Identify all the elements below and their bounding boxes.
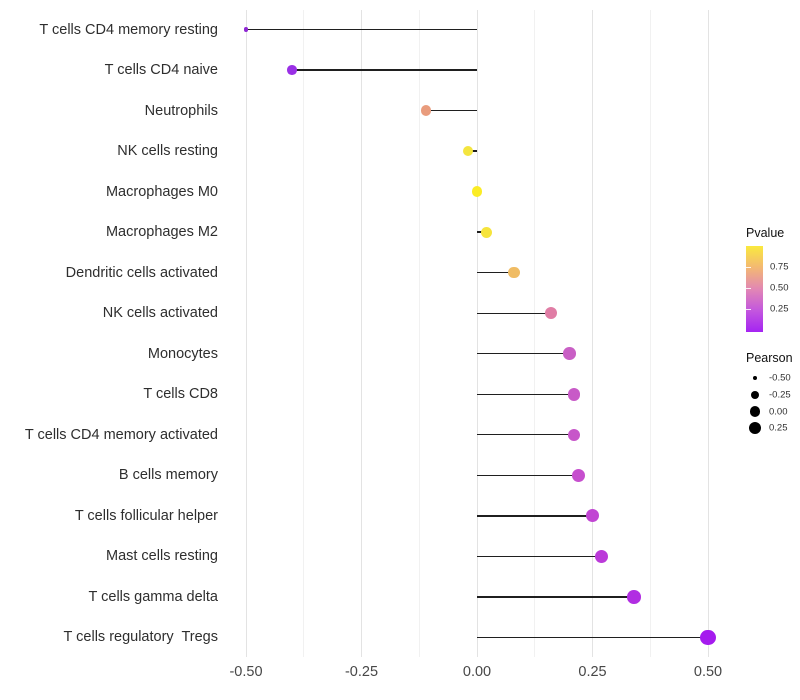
data-point bbox=[586, 509, 599, 523]
gridline-major bbox=[592, 10, 593, 657]
lollipop-stem bbox=[477, 596, 635, 598]
colorbar-tick-mark bbox=[746, 308, 751, 310]
gridline-minor bbox=[534, 10, 536, 657]
data-point bbox=[567, 428, 581, 442]
lollipop-stem bbox=[477, 555, 602, 558]
gridline-major bbox=[361, 10, 362, 657]
y-axis-label: Monocytes bbox=[147, 345, 218, 362]
colorbar-tick-label: 0.25 bbox=[770, 303, 789, 315]
x-axis-tick-label: 0.00 bbox=[462, 664, 492, 680]
y-axis-label: Macrophages M2 bbox=[105, 224, 218, 241]
y-axis-label: Mast cells resting bbox=[105, 548, 218, 565]
size-legend-label: -0.25 bbox=[769, 389, 791, 401]
lollipop-stem bbox=[477, 271, 514, 274]
data-point bbox=[243, 27, 249, 32]
y-axis-label: T cells gamma delta bbox=[88, 588, 218, 605]
x-axis-tick-label: 0.50 bbox=[693, 664, 723, 680]
colorbar-tick-label: 0.75 bbox=[770, 261, 789, 273]
y-axis-label: Neutrophils bbox=[144, 102, 218, 119]
gridline-major bbox=[245, 10, 247, 657]
gridline-minor bbox=[303, 10, 305, 657]
y-axis-label: Macrophages M0 bbox=[105, 183, 218, 200]
lollipop-stem bbox=[477, 636, 708, 639]
lollipop-stem bbox=[477, 515, 593, 517]
y-axis-label: B cells memory bbox=[118, 467, 218, 484]
data-point bbox=[471, 186, 483, 197]
pearson-legend-title: Pearson bbox=[746, 351, 793, 365]
gridline-major bbox=[707, 10, 709, 657]
lollipop-stem bbox=[292, 69, 477, 71]
lollipop-stem bbox=[477, 312, 551, 314]
lollipop-stem bbox=[426, 109, 477, 112]
y-axis-label: T cells CD4 naive bbox=[104, 62, 218, 79]
size-legend-dot bbox=[753, 376, 757, 380]
size-legend-label: -0.50 bbox=[769, 372, 791, 384]
data-point bbox=[420, 105, 432, 116]
size-legend-label: 0.00 bbox=[769, 406, 788, 418]
gridline-minor bbox=[649, 10, 651, 657]
pvalue-legend-title: Pvalue bbox=[746, 226, 785, 240]
size-legend-dot bbox=[749, 406, 761, 417]
x-axis-tick-label: 0.25 bbox=[578, 664, 607, 680]
lollipop-stem bbox=[477, 393, 575, 395]
gridline-minor bbox=[418, 10, 420, 657]
y-axis-label: NK cells resting bbox=[117, 143, 218, 160]
data-point bbox=[563, 347, 576, 360]
size-legend-dot bbox=[750, 390, 760, 400]
colorbar-tick-mark bbox=[746, 266, 751, 268]
size-legend-label: 0.25 bbox=[769, 422, 788, 434]
data-point bbox=[572, 468, 586, 482]
data-point bbox=[567, 388, 581, 401]
data-point bbox=[287, 65, 297, 75]
x-axis-tick-label: -0.25 bbox=[344, 664, 379, 680]
y-axis-label: T cells regulatory Tregs bbox=[63, 629, 218, 646]
y-axis-label: Dendritic cells activated bbox=[65, 264, 218, 281]
pvalue-colorbar bbox=[746, 246, 763, 332]
data-point bbox=[627, 590, 641, 604]
data-point bbox=[508, 266, 520, 279]
y-axis-label: T cells CD4 memory activated bbox=[24, 426, 218, 443]
gridline-major bbox=[476, 10, 478, 657]
lollipop-stem bbox=[246, 28, 477, 31]
data-point bbox=[700, 629, 716, 646]
data-point bbox=[480, 226, 492, 238]
data-point bbox=[544, 307, 557, 320]
colorbar-tick-label: 0.50 bbox=[770, 282, 789, 294]
y-axis-label: T cells follicular helper bbox=[74, 507, 218, 524]
lollipop-stem bbox=[477, 434, 575, 436]
size-legend-dot bbox=[749, 422, 761, 435]
lollipop-stem bbox=[477, 353, 570, 355]
y-axis-label: T cells CD4 memory resting bbox=[39, 21, 218, 38]
lollipop-stem bbox=[477, 474, 579, 477]
x-axis-tick-label: -0.50 bbox=[229, 664, 263, 680]
y-axis-label: T cells CD8 bbox=[143, 386, 218, 403]
data-point bbox=[462, 145, 473, 157]
colorbar-tick-mark bbox=[746, 288, 751, 290]
data-point bbox=[595, 549, 609, 563]
y-axis-label: NK cells activated bbox=[102, 305, 218, 322]
